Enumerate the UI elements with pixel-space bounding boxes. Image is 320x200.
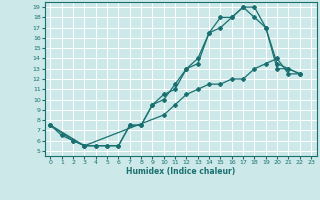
X-axis label: Humidex (Indice chaleur): Humidex (Indice chaleur) (126, 167, 236, 176)
